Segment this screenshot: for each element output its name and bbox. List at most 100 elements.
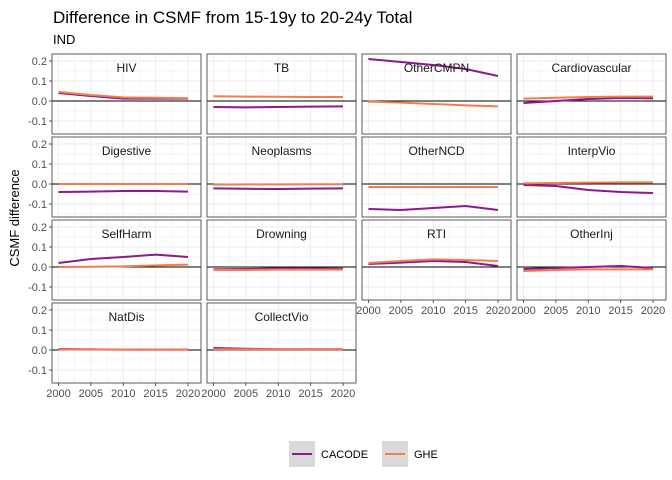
series-ghe-line bbox=[213, 95, 343, 98]
series-ghe-line bbox=[58, 263, 189, 268]
y-tick-label: 0.0 bbox=[32, 345, 47, 357]
y-tick-label: 0.1 bbox=[32, 325, 47, 337]
x-tick-label: 2000 bbox=[511, 305, 535, 317]
panel-label: Cardiovascular bbox=[551, 61, 631, 75]
y-tick-label: 0.2 bbox=[32, 56, 47, 68]
panel-label: Neoplasms bbox=[251, 144, 311, 158]
series-ghe-line bbox=[523, 268, 653, 272]
legend-item-ghe: GHE bbox=[382, 441, 438, 467]
y-tick-label: 0.2 bbox=[32, 305, 47, 317]
panel-border bbox=[361, 219, 512, 301]
panel-hiv: HIV -0.1 0.0 0.1 0.2 bbox=[28, 53, 202, 135]
panel-border bbox=[516, 219, 667, 301]
panel-rti: RTI 2000 2005 2010 2015 2020 bbox=[356, 219, 512, 317]
x-tick-label: 2005 bbox=[544, 305, 568, 317]
panel-digestive: Digestive -0.1 0.0 0.1 0.2 bbox=[28, 136, 202, 218]
chart-title: Difference in CSMF from 15-19y to 20-24y… bbox=[53, 8, 412, 27]
x-tick-label: 2020 bbox=[176, 388, 200, 400]
panel-label: SelfHarm bbox=[101, 227, 151, 241]
y-tick-label: -0.1 bbox=[28, 199, 47, 211]
panel-border bbox=[361, 53, 512, 135]
panel-label: TB bbox=[274, 61, 289, 75]
x-tick-label: 2000 bbox=[356, 305, 380, 317]
panel-label: NatDis bbox=[108, 310, 144, 324]
x-tick-label: 2015 bbox=[298, 388, 322, 400]
y-tick-label: -0.1 bbox=[28, 365, 47, 377]
x-tick-label: 2005 bbox=[79, 388, 103, 400]
x-tick-label: 2010 bbox=[576, 305, 600, 317]
panel-border bbox=[516, 136, 667, 218]
panel-label: OtherCMPN bbox=[404, 61, 469, 75]
legend-label: CACODE bbox=[321, 449, 368, 461]
y-tick-label: 0.0 bbox=[32, 179, 47, 191]
series-cacode-line bbox=[213, 105, 344, 109]
x-tick-label: 2000 bbox=[201, 388, 225, 400]
panel-collectvio: CollectVio 2000 2005 2010 2015 2020 bbox=[201, 302, 357, 400]
x-tick-label: 2020 bbox=[641, 305, 665, 317]
series-ghe-line bbox=[368, 258, 499, 264]
x-tick-label: 2015 bbox=[143, 388, 167, 400]
chart-subtitle: IND bbox=[53, 32, 75, 47]
y-tick-label: 0.1 bbox=[32, 242, 47, 254]
panel-label: CollectVio bbox=[255, 310, 309, 324]
x-tick-label: 2010 bbox=[421, 305, 445, 317]
legend: CACODE GHE bbox=[289, 441, 438, 467]
panel-othercmpn: OtherCMPN bbox=[361, 53, 512, 135]
series-cacode-line bbox=[523, 264, 654, 270]
panel-natdis: NatDis -0.1 0.0 0.1 0.2 2000 2005 2010 2015 2020 bbox=[28, 302, 202, 400]
panel-border bbox=[206, 302, 357, 384]
panel-border bbox=[361, 136, 512, 218]
panel-label: Digestive bbox=[102, 144, 152, 158]
y-tick-label: 0.0 bbox=[32, 96, 47, 108]
series-cacode-line bbox=[523, 184, 654, 194]
panel-border bbox=[206, 136, 357, 218]
facet-panels: HIV -0.1 0.0 0.1 0.2 TB OtherCMPN Cardiovascula… bbox=[28, 53, 667, 400]
series-cacode-line bbox=[368, 259, 499, 267]
panel-label: RTI bbox=[427, 227, 446, 241]
y-tick-label: 0.2 bbox=[32, 139, 47, 151]
series-ghe-line bbox=[523, 181, 653, 185]
series-ghe-line bbox=[58, 91, 189, 100]
panel-border bbox=[516, 53, 667, 135]
x-tick-label: 2010 bbox=[111, 388, 135, 400]
x-tick-label: 2015 bbox=[608, 305, 632, 317]
series-cacode-line bbox=[523, 96, 654, 104]
panel-otherncd: OtherNCD bbox=[361, 136, 512, 218]
panel-border bbox=[51, 219, 202, 301]
series-cacode-line bbox=[368, 204, 499, 212]
panel-border bbox=[51, 302, 202, 384]
panel-label: InterpVio bbox=[568, 144, 616, 158]
y-tick-label: 0.1 bbox=[32, 76, 47, 88]
y-tick-label: 0.0 bbox=[32, 262, 47, 274]
panel-label: Drowning bbox=[256, 227, 307, 241]
legend-item-cacode: CACODE bbox=[289, 441, 368, 467]
x-tick-label: 2010 bbox=[266, 388, 290, 400]
series-ghe-line bbox=[368, 100, 499, 108]
x-tick-label: 2005 bbox=[389, 305, 413, 317]
panel-tb: TB bbox=[206, 53, 357, 135]
series-cacode-line bbox=[58, 190, 189, 193]
panel-border bbox=[206, 53, 357, 135]
x-tick-label: 2015 bbox=[453, 305, 477, 317]
series-cacode-line bbox=[213, 187, 344, 191]
x-tick-label: 2020 bbox=[486, 305, 510, 317]
series-cacode-line bbox=[58, 253, 189, 264]
panel-border bbox=[51, 53, 202, 135]
legend-label: GHE bbox=[414, 449, 438, 461]
panel-label: OtherNCD bbox=[408, 144, 464, 158]
panel-otherinj: OtherInj 2000 2005 2010 2015 2020 bbox=[511, 219, 667, 317]
x-tick-label: 2020 bbox=[331, 388, 355, 400]
panel-drowning: Drowning bbox=[206, 219, 357, 301]
x-tick-label: 2005 bbox=[234, 388, 258, 400]
panel-neoplasms: Neoplasms bbox=[206, 136, 357, 218]
panel-label: OtherInj bbox=[570, 227, 613, 241]
series-cacode-line bbox=[368, 58, 499, 77]
y-tick-label: -0.1 bbox=[28, 116, 47, 128]
y-tick-label: 0.2 bbox=[32, 222, 47, 234]
y-tick-label: 0.1 bbox=[32, 159, 47, 171]
y-axis-title: CSMF difference bbox=[7, 169, 22, 266]
series-ghe-line bbox=[523, 95, 653, 100]
y-tick-label: -0.1 bbox=[28, 282, 47, 294]
x-tick-label: 2000 bbox=[46, 388, 70, 400]
